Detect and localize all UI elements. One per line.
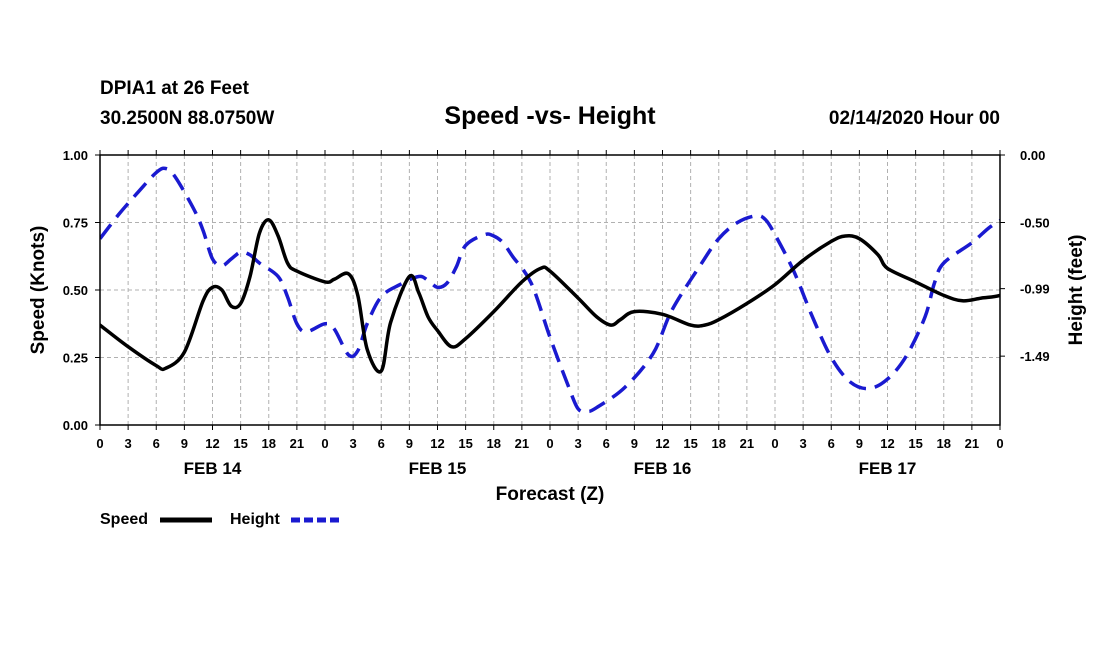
x-tick-label: 9 xyxy=(181,436,188,451)
y-tick-label: 0.25 xyxy=(63,351,88,366)
day-label: FEB 17 xyxy=(859,459,917,478)
x-tick-label: 18 xyxy=(712,436,726,451)
x-tick-label: 15 xyxy=(458,436,472,451)
x-tick-label: 15 xyxy=(683,436,697,451)
day-label: FEB 16 xyxy=(634,459,692,478)
y-tick-label: 0.50 xyxy=(63,283,88,298)
speed-series-line xyxy=(100,218,1000,374)
x-tick-label: 0 xyxy=(546,436,553,451)
legend-height-label: Height xyxy=(230,511,280,528)
height-series-line xyxy=(100,166,1000,414)
x-tick-label: 18 xyxy=(487,436,501,451)
x-tick-label: 3 xyxy=(350,436,357,451)
x-tick-label: 21 xyxy=(740,436,754,451)
grid xyxy=(100,155,1000,425)
x-tick-label: 6 xyxy=(378,436,385,451)
legend-speed-label: Speed xyxy=(100,511,148,528)
x-tick-label: 21 xyxy=(290,436,304,451)
y2-tick-label: -1.49 xyxy=(1020,349,1050,364)
x-tick-label: 3 xyxy=(125,436,132,451)
series-layer xyxy=(100,166,1000,414)
run-time-label: 02/14/2020 Hour 00 xyxy=(829,108,1000,129)
chart-title: Speed -vs- Height xyxy=(444,102,656,130)
x-tick-label: 9 xyxy=(406,436,413,451)
day-label: FEB 15 xyxy=(409,459,467,478)
x-tick-label: 3 xyxy=(800,436,807,451)
x-tick-label: 0 xyxy=(996,436,1003,451)
legend: Speed Height xyxy=(100,511,343,528)
y2-axis-title: Height (feet) xyxy=(1066,235,1087,346)
x-tick-label: 3 xyxy=(575,436,582,451)
x-tick-label: 6 xyxy=(828,436,835,451)
y-tick-label: 0.75 xyxy=(63,216,88,231)
station-label: DPIA1 at 26 Feet xyxy=(100,78,250,99)
ticks: 0 3 6 9 12 15 18 21 0 3 6 9 12 15 18 21 0 3 6 9 12 15 18 21 0 3 6 9… xyxy=(63,148,1050,478)
x-axis-title: Forecast (Z) xyxy=(496,484,605,505)
y2-tick-label: -0.50 xyxy=(1020,216,1050,231)
x-tick-label: 21 xyxy=(515,436,529,451)
x-tick-label: 15 xyxy=(233,436,247,451)
day-label: FEB 14 xyxy=(184,459,242,478)
x-tick-label: 6 xyxy=(153,436,160,451)
x-tick-label: 12 xyxy=(655,436,669,451)
y2-tick-label: 0.00 xyxy=(1020,148,1045,163)
x-tick-label: 0 xyxy=(771,436,778,451)
coordinates-label: 30.2500N 88.0750W xyxy=(100,108,274,129)
y-tick-label: 1.00 xyxy=(63,148,88,163)
y-axis-title: Speed (Knots) xyxy=(28,226,49,355)
x-tick-label: 9 xyxy=(856,436,863,451)
x-tick-label: 18 xyxy=(262,436,276,451)
x-tick-label: 12 xyxy=(430,436,444,451)
x-tick-label: 6 xyxy=(603,436,610,451)
x-tick-label: 12 xyxy=(205,436,219,451)
x-tick-label: 0 xyxy=(321,436,328,451)
x-tick-label: 18 xyxy=(937,436,951,451)
x-tick-label: 0 xyxy=(96,436,103,451)
x-tick-label: 9 xyxy=(631,436,638,451)
x-tick-label: 21 xyxy=(965,436,979,451)
y-tick-label: 0.00 xyxy=(63,418,88,433)
x-tick-label: 15 xyxy=(908,436,922,451)
x-tick-label: 12 xyxy=(880,436,894,451)
y2-tick-label: -0.99 xyxy=(1020,282,1050,297)
